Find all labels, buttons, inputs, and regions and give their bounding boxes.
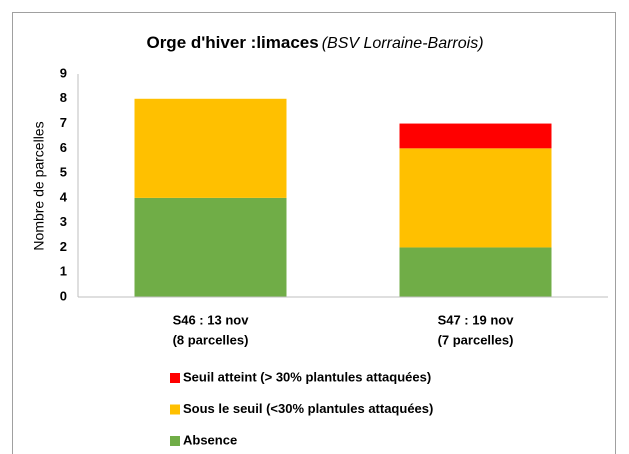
bar-segment	[399, 123, 552, 149]
y-tick-label: 1	[60, 264, 67, 279]
chart-title-note: (BSV Lorraine-Barrois)	[322, 35, 484, 52]
legend-label: Sous le seuil (<30% plantules attaquées)	[183, 401, 433, 416]
y-axis-label: Nombre de parcelles	[31, 121, 47, 250]
y-tick-label: 5	[60, 165, 67, 180]
x-tick-label: S47 : 19 nov	[438, 312, 515, 327]
y-tick-label: 4	[60, 189, 68, 204]
bar-segment	[134, 197, 287, 297]
x-tick-label: (8 parcelles)	[173, 332, 249, 347]
bar-segment	[134, 98, 287, 198]
y-tick-label: 0	[60, 288, 67, 303]
legend-swatch	[170, 373, 180, 383]
y-tick-label: 9	[60, 65, 67, 80]
y-tick-label: 6	[60, 140, 67, 155]
chart-title-group: Orge d'hiver :limaces (BSV Lorraine-Barro…	[146, 33, 483, 52]
bar-segment	[399, 148, 552, 248]
legend-label: Seuil atteint (> 30% plantules attaquées…	[183, 369, 431, 384]
y-tick-label: 7	[60, 115, 67, 130]
y-tick-label: 2	[60, 239, 67, 254]
legend-swatch	[170, 404, 180, 415]
x-tick-label: (7 parcelles)	[438, 332, 514, 347]
chart-title: Orge d'hiver :limaces	[146, 33, 318, 52]
bar-segment	[399, 247, 552, 297]
legend-swatch	[170, 436, 180, 446]
y-tick-label: 3	[60, 214, 67, 229]
y-tick-label: 8	[60, 90, 67, 105]
x-tick-label: S46 : 13 nov	[173, 312, 250, 327]
legend-label: Absence	[183, 432, 237, 447]
